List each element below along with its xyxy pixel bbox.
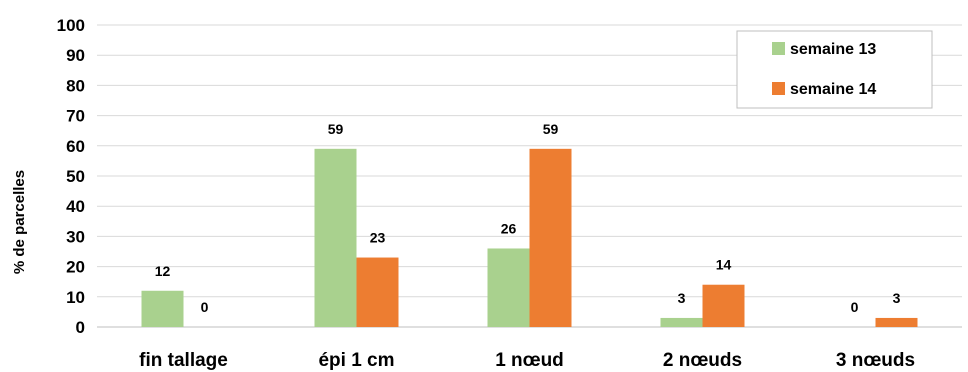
bar-semaine-14-2-nœuds [702, 284, 745, 327]
y-tick-label-20: 20 [66, 258, 85, 277]
legend-swatch-semaine-14 [772, 82, 785, 95]
y-tick-label-90: 90 [66, 46, 85, 65]
bar-semaine-14-3-nœuds [875, 317, 918, 327]
y-tick-label-0: 0 [76, 318, 85, 337]
legend-swatch-semaine-13 [772, 42, 785, 55]
y-tick-label-60: 60 [66, 137, 85, 156]
data-label-semaine-14-épi-1-cm: 23 [370, 230, 386, 246]
legend-box [736, 30, 933, 109]
data-label-semaine-13-fin-tallage: 12 [155, 263, 171, 279]
data-label-semaine-14-fin-tallage: 0 [201, 299, 209, 315]
y-tick-label-50: 50 [66, 167, 85, 186]
y-tick-label-100: 100 [57, 16, 85, 35]
y-tick-label-70: 70 [66, 107, 85, 126]
data-label-semaine-13-3-nœuds: 0 [851, 299, 859, 315]
bar-semaine-13-1-nœud [487, 248, 530, 327]
y-tick-label-80: 80 [66, 76, 85, 95]
bar-semaine-14-1-nœud [529, 148, 572, 327]
bars [141, 148, 918, 327]
data-label-semaine-13-1-nœud: 26 [501, 220, 517, 236]
bar-semaine-14-épi-1-cm [356, 257, 399, 327]
x-tick-label-3-nœuds: 3 nœuds [836, 350, 915, 371]
data-label-semaine-13-2-nœuds: 3 [678, 290, 686, 306]
y-axis-tick-labels: 0 10 20 30 40 50 60 70 80 90 100 [57, 16, 85, 337]
x-tick-label-2-nœuds: 2 nœuds [663, 350, 742, 371]
data-label-semaine-13-épi-1-cm: 59 [328, 121, 344, 137]
y-tick-label-40: 40 [66, 197, 85, 216]
bar-semaine-13-épi-1-cm [314, 148, 357, 327]
legend-label-semaine-13: semaine 13 [790, 41, 876, 58]
y-tick-label-10: 10 [66, 288, 85, 307]
x-axis-tick-labels: fin tallage épi 1 cm 1 nœud 2 nœuds 3 nœuds [139, 350, 915, 371]
y-axis-label: % de parcelles [11, 170, 28, 274]
x-tick-label-épi-1-cm: épi 1 cm [318, 350, 394, 371]
data-label-semaine-14-3-nœuds: 3 [893, 290, 901, 306]
y-tick-label-30: 30 [66, 227, 85, 246]
bar-semaine-13-fin-tallage [141, 290, 184, 327]
data-label-semaine-14-1-nœud: 59 [543, 121, 559, 137]
x-tick-label-fin-tallage: fin tallage [139, 350, 228, 371]
legend-label-semaine-14: semaine 14 [790, 81, 876, 98]
bar-semaine-13-2-nœuds [660, 317, 703, 327]
x-tick-label-1-nœud: 1 nœud [495, 350, 564, 371]
data-label-semaine-14-2-nœuds: 14 [716, 257, 732, 273]
data-labels: 12 0 59 23 26 59 3 14 0 3 [155, 121, 901, 315]
legend: semaine 13 semaine 14 [736, 30, 933, 109]
